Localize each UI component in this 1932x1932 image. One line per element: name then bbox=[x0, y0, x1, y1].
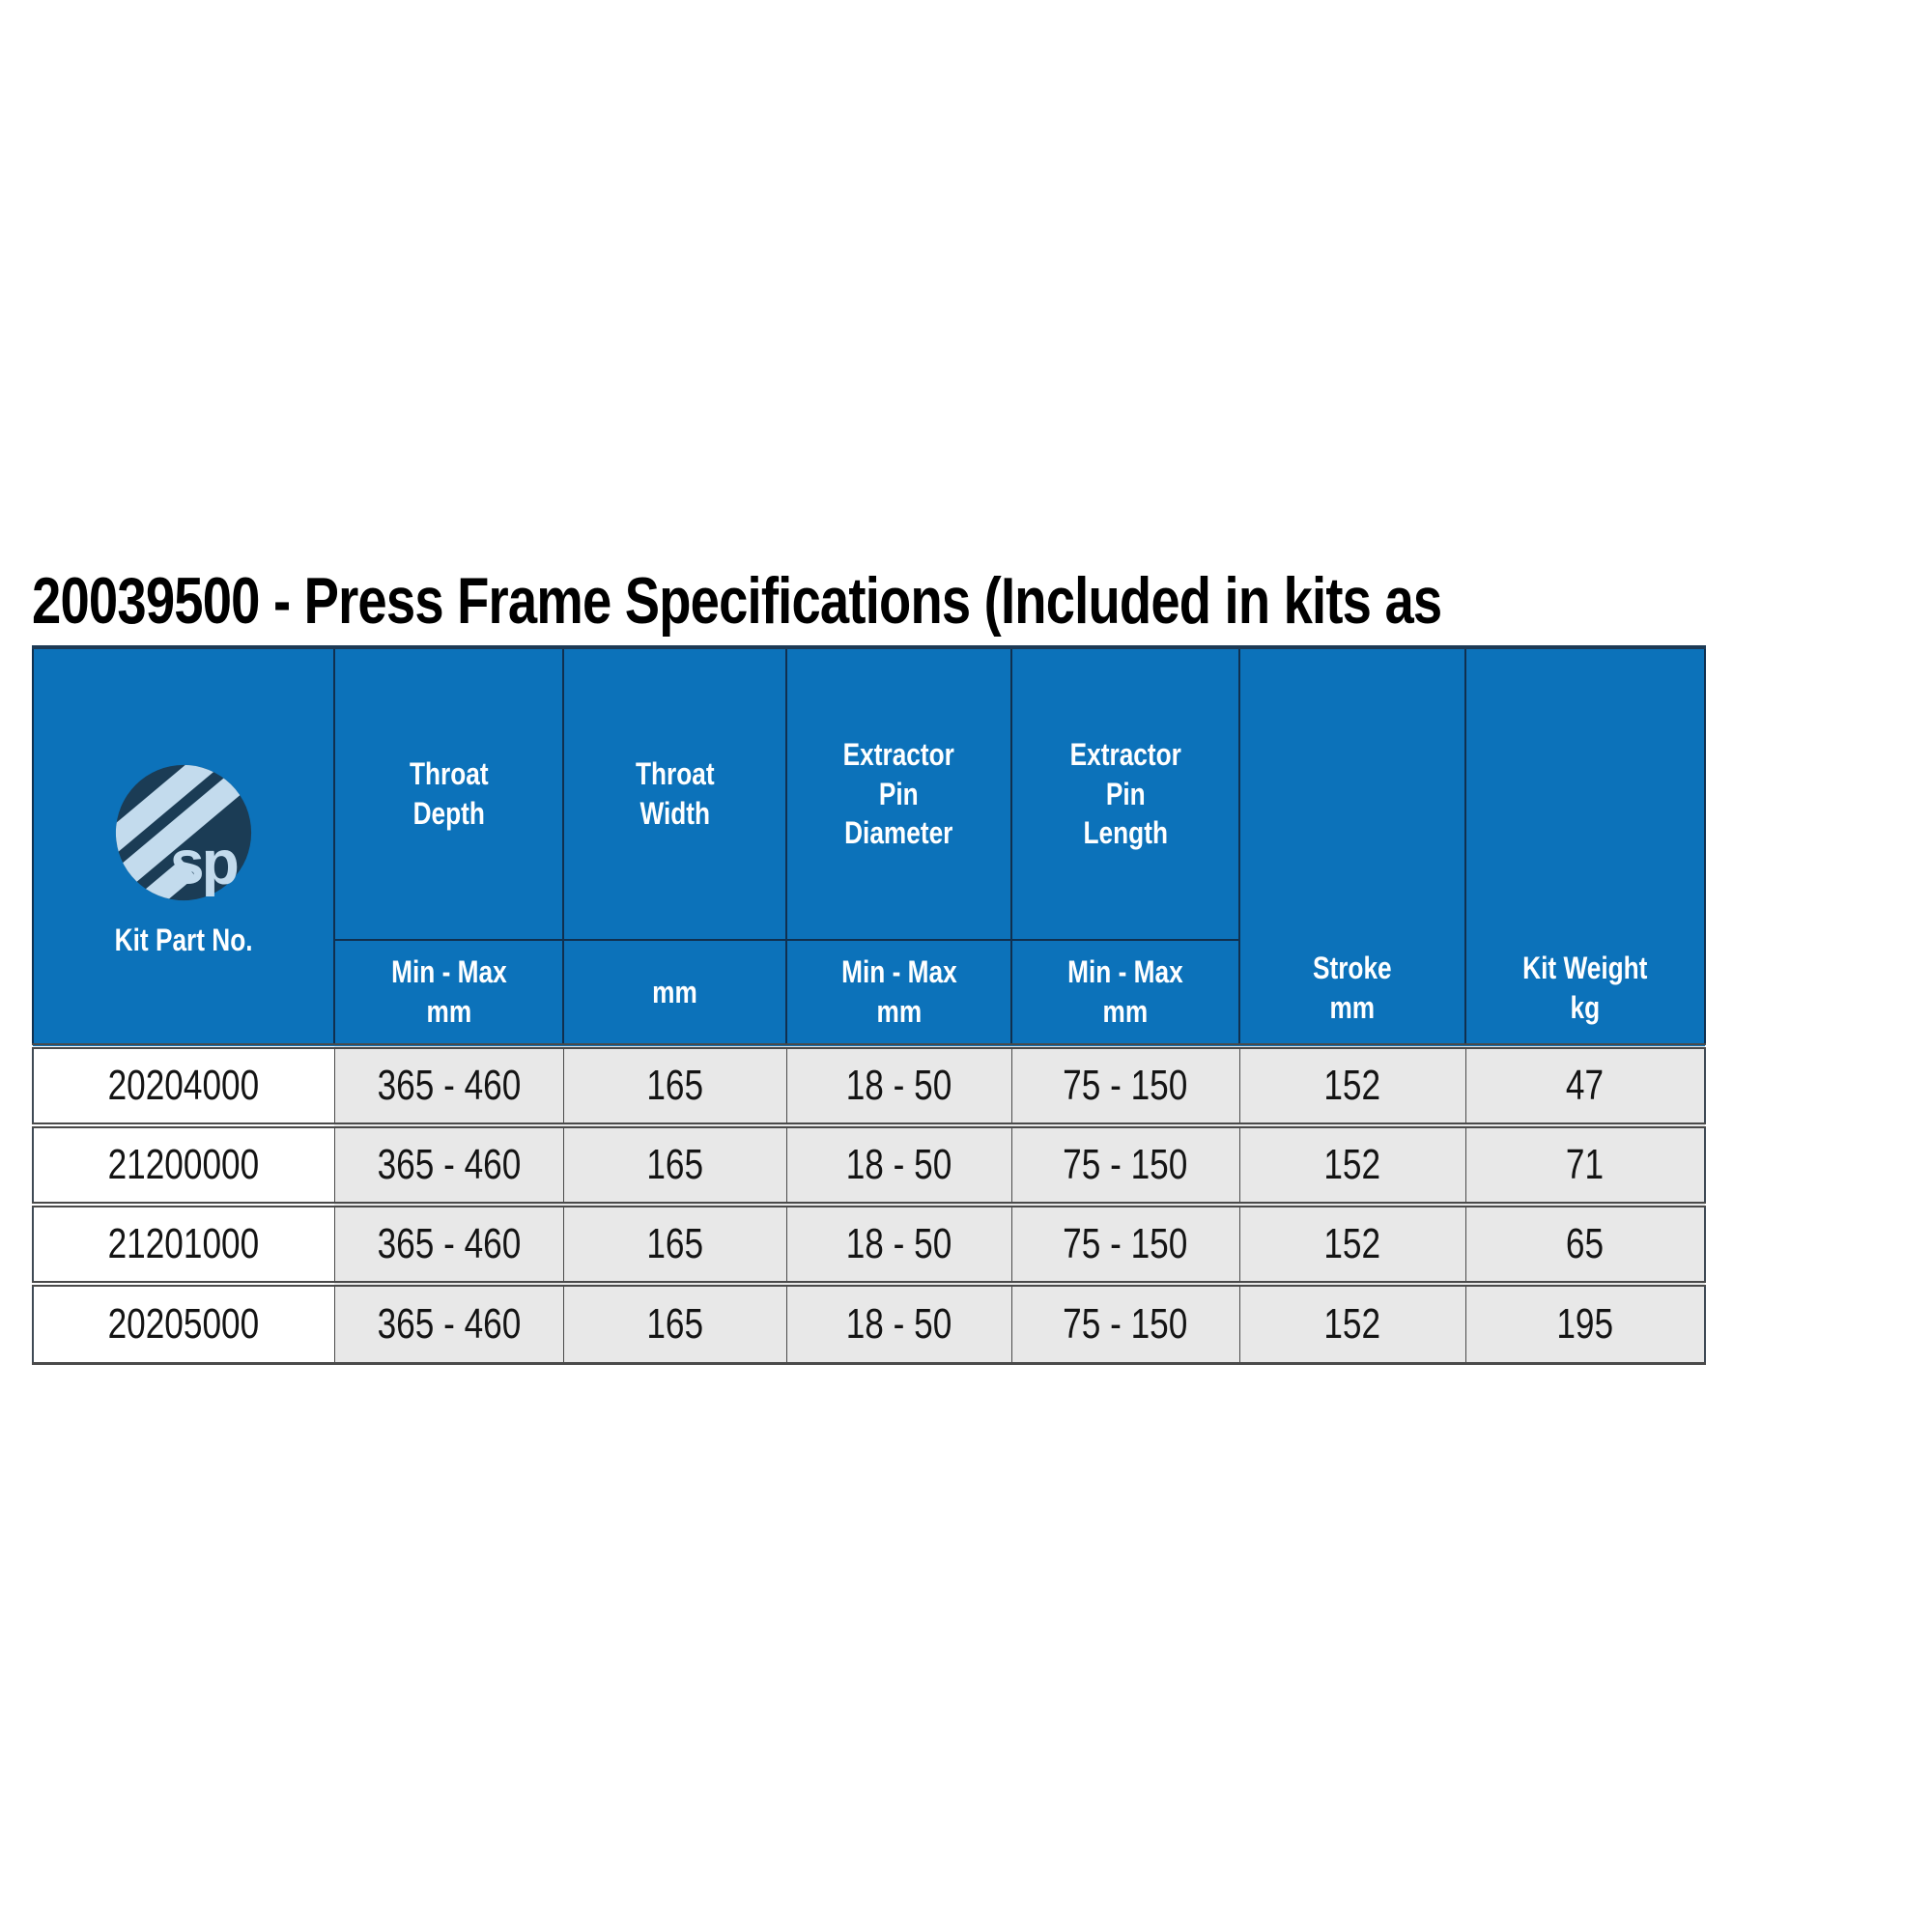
subheader-extractor-pin-diameter-units-label: Min - Max mm bbox=[840, 954, 957, 1029]
table-row: 21201000 365 - 460 165 18 - 50 75 - 150 … bbox=[32, 1202, 1706, 1285]
table-row: 20204000 365 - 460 165 18 - 50 75 - 150 … bbox=[32, 1043, 1706, 1126]
cell-extractor-pin-diameter: 18 - 50 bbox=[785, 1281, 1012, 1365]
kit-part-no-block: sp Kit Part No. bbox=[34, 733, 333, 960]
cell-text: 18 - 50 bbox=[845, 1220, 952, 1267]
cell-kit-weight: 71 bbox=[1464, 1122, 1706, 1206]
cell-text: 75 - 150 bbox=[1063, 1141, 1188, 1188]
logo-sp-text: sp bbox=[170, 827, 238, 896]
cell-throat-depth: 365 - 460 bbox=[333, 1281, 564, 1365]
cell-text: 152 bbox=[1323, 1141, 1381, 1188]
cell-throat-depth: 365 - 460 bbox=[333, 1043, 564, 1126]
cell-text: 152 bbox=[1323, 1062, 1381, 1109]
cell-stroke: 152 bbox=[1238, 1122, 1466, 1206]
cell-extractor-pin-length: 75 - 150 bbox=[1010, 1202, 1240, 1285]
cell-throat-depth: 365 - 460 bbox=[333, 1122, 564, 1206]
cell-text: 75 - 150 bbox=[1063, 1220, 1188, 1267]
subheader-extractor-pin-diameter-units: Min - Max mm bbox=[785, 939, 1012, 1047]
header-row-top: sp Kit Part No. Throat Depth Throat Widt… bbox=[32, 646, 1706, 1047]
cell-extractor-pin-length: 75 - 150 bbox=[1010, 1122, 1240, 1206]
cell-text: 365 - 460 bbox=[377, 1220, 521, 1267]
sp-brand-logo-icon: sp bbox=[113, 761, 254, 903]
cell-stroke: 152 bbox=[1238, 1043, 1466, 1126]
cell-kit-part-no: 21201000 bbox=[32, 1202, 335, 1285]
cell-stroke: 152 bbox=[1238, 1281, 1466, 1365]
header-kit-weight: Kit Weight kg bbox=[1464, 646, 1706, 1047]
table-row: 21200000 365 - 460 165 18 - 50 75 - 150 … bbox=[32, 1122, 1706, 1206]
cell-text: 165 bbox=[646, 1220, 703, 1267]
subheader-throat-width-units-label: mm bbox=[652, 974, 697, 1009]
cell-text: 65 bbox=[1566, 1220, 1605, 1267]
cell-text: 20204000 bbox=[107, 1062, 260, 1109]
cell-text: 18 - 50 bbox=[845, 1062, 952, 1109]
cell-text: 20205000 bbox=[107, 1299, 260, 1348]
kit-part-no-label: Kit Part No. bbox=[114, 922, 253, 957]
header-extractor-pin-length-label: Extractor Pin Length bbox=[1069, 736, 1181, 851]
cell-extractor-pin-diameter: 18 - 50 bbox=[785, 1202, 1012, 1285]
header-throat-depth: Throat Depth bbox=[333, 646, 564, 941]
cell-text: 18 - 50 bbox=[845, 1299, 952, 1348]
cell-throat-width: 165 bbox=[562, 1281, 787, 1365]
cell-text: 165 bbox=[646, 1062, 703, 1109]
cell-text: 365 - 460 bbox=[377, 1141, 521, 1188]
cell-kit-part-no: 20205000 bbox=[32, 1281, 335, 1365]
cell-extractor-pin-diameter: 18 - 50 bbox=[785, 1043, 1012, 1126]
page-title: 20039500 - Press Frame Specifications (I… bbox=[32, 563, 1932, 714]
cell-kit-part-no: 20204000 bbox=[32, 1043, 335, 1126]
header-stroke-label: Stroke mm bbox=[1313, 951, 1392, 1026]
cell-kit-weight: 47 bbox=[1464, 1043, 1706, 1126]
header-extractor-pin-length: Extractor Pin Length bbox=[1010, 646, 1240, 941]
cell-extractor-pin-length: 75 - 150 bbox=[1010, 1043, 1240, 1126]
header-extractor-pin-diameter-label: Extractor Pin Diameter bbox=[842, 736, 955, 851]
header-extractor-pin-diameter: Extractor Pin Diameter bbox=[785, 646, 1012, 941]
table-row: 20205000 365 - 460 165 18 - 50 75 - 150 … bbox=[32, 1281, 1706, 1365]
cell-kit-weight: 195 bbox=[1464, 1281, 1706, 1365]
cell-extractor-pin-length: 75 - 150 bbox=[1010, 1281, 1240, 1365]
cell-text: 21200000 bbox=[107, 1141, 260, 1188]
cell-text: 152 bbox=[1323, 1299, 1381, 1348]
subheader-throat-depth-units: Min - Max mm bbox=[333, 939, 564, 1047]
header-throat-depth-label: Throat Depth bbox=[409, 756, 489, 831]
subheader-extractor-pin-length-units: Min - Max mm bbox=[1010, 939, 1240, 1047]
cell-text: 75 - 150 bbox=[1063, 1299, 1188, 1348]
header-stroke: Stroke mm bbox=[1238, 646, 1466, 1047]
press-frame-spec-table: sp Kit Part No. Throat Depth Throat Widt… bbox=[32, 645, 1706, 1365]
cell-extractor-pin-diameter: 18 - 50 bbox=[785, 1122, 1012, 1206]
cell-kit-weight: 65 bbox=[1464, 1202, 1706, 1285]
cell-text: 71 bbox=[1566, 1141, 1605, 1188]
cell-stroke: 152 bbox=[1238, 1202, 1466, 1285]
header-throat-width-label: Throat Width bbox=[635, 756, 715, 831]
header-kit-weight-label: Kit Weight kg bbox=[1522, 951, 1648, 1026]
cell-throat-width: 165 bbox=[562, 1122, 787, 1206]
subheader-throat-depth-units-label: Min - Max mm bbox=[390, 954, 507, 1029]
cell-text: 47 bbox=[1566, 1062, 1605, 1109]
cell-throat-width: 165 bbox=[562, 1202, 787, 1285]
subheader-extractor-pin-length-units-label: Min - Max mm bbox=[1067, 954, 1183, 1029]
header-throat-width: Throat Width bbox=[562, 646, 787, 941]
cell-text: 21201000 bbox=[107, 1220, 260, 1267]
cell-throat-depth: 365 - 460 bbox=[333, 1202, 564, 1285]
cell-text: 365 - 460 bbox=[377, 1299, 521, 1348]
page-title-text: 20039500 - Press Frame Specifications (I… bbox=[32, 564, 1442, 713]
cell-text: 18 - 50 bbox=[845, 1141, 952, 1188]
cell-throat-width: 165 bbox=[562, 1043, 787, 1126]
cell-text: 365 - 460 bbox=[377, 1062, 521, 1109]
cell-kit-part-no: 21200000 bbox=[32, 1122, 335, 1206]
cell-text: 152 bbox=[1323, 1220, 1381, 1267]
header-row-units: Min - Max mm mm Min - Max mm Min - Max m… bbox=[33, 939, 1705, 1047]
cell-text: 195 bbox=[1556, 1299, 1614, 1348]
subheader-throat-width-units: mm bbox=[562, 939, 787, 1047]
header-kit-part-no: sp Kit Part No. bbox=[32, 646, 335, 1047]
cell-text: 75 - 150 bbox=[1063, 1062, 1188, 1109]
cell-text: 165 bbox=[646, 1299, 703, 1348]
cell-text: 165 bbox=[646, 1141, 703, 1188]
